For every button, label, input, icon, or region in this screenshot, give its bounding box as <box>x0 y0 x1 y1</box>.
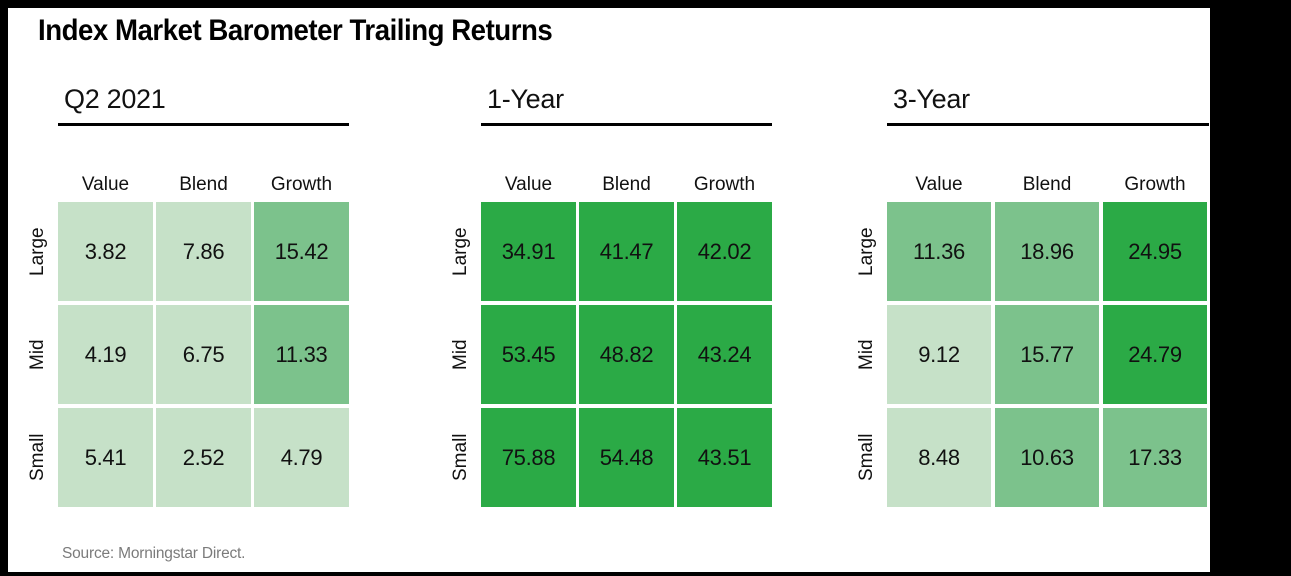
panel-title: 3-Year <box>887 84 1209 126</box>
bottom-border-bar <box>0 572 1291 576</box>
heatmap-cell: 2.52 <box>156 408 251 507</box>
row-label-mid: Mid <box>27 339 48 370</box>
heatmap-grid: 34.91 41.47 42.02 53.45 48.82 43.24 75.88 54.48… <box>481 202 772 507</box>
column-header-value: Value <box>915 174 963 195</box>
heatmap-grid: 3.82 7.86 15.42 4.19 6.75 11.33 5.41 2.52 4.79 <box>58 202 349 507</box>
panel-title: Q2 2021 <box>58 84 349 126</box>
column-header-blend: Blend <box>1022 174 1072 195</box>
page-title: Index Market Barometer Trailing Returns <box>38 14 553 47</box>
row-label-large: Large <box>450 227 471 276</box>
left-border-bar <box>0 0 8 576</box>
panel-1-year: 1-Year Value Blend Growth 34.91 41.47 42.02 53.… <box>450 84 772 507</box>
column-headers: Value Blend Growth <box>887 170 1209 196</box>
panel-title: 1-Year <box>481 84 772 126</box>
panel-3-year: 3-Year Value Blend Growth 11.36 18.96 24.95 9.1… <box>856 84 1209 507</box>
heatmap-cell: 75.88 <box>481 408 576 507</box>
heatmap-cell: 4.19 <box>58 305 153 404</box>
column-header-growth: Growth <box>693 174 756 195</box>
heatmap-cell: 10.63 <box>995 408 1099 507</box>
row-label-large: Large <box>856 227 877 276</box>
row-label-mid: Mid <box>450 339 471 370</box>
heatmap-cell: 17.33 <box>1103 408 1207 507</box>
heatmap-cell: 43.24 <box>677 305 772 404</box>
heatmap-cell: 42.02 <box>677 202 772 301</box>
source-note: Source: Morningstar Direct. <box>62 545 246 562</box>
heatmap-cell: 34.91 <box>481 202 576 301</box>
panel-q2-2021: Q2 2021 Value Blend Growth 3.82 7.86 15.42 4.19… <box>27 84 349 507</box>
heatmap-cell: 4.79 <box>254 408 349 507</box>
heatmap-cell: 11.36 <box>887 202 991 301</box>
row-label-small: Small <box>856 433 877 482</box>
heatmap-cell: 15.42 <box>254 202 349 301</box>
heatmap-cell: 9.12 <box>887 305 991 404</box>
heatmap-cell: 53.45 <box>481 305 576 404</box>
heatmap-cell: 48.82 <box>579 305 674 404</box>
heatmap-cell: 8.48 <box>887 408 991 507</box>
heatmap-cell: 43.51 <box>677 408 772 507</box>
heatmap-grid: 11.36 18.96 24.95 9.12 15.77 24.79 8.48 10.63 17… <box>887 202 1209 507</box>
heatmap-cell: 3.82 <box>58 202 153 301</box>
heatmap-cell: 5.41 <box>58 408 153 507</box>
row-label-large: Large <box>27 227 48 276</box>
heatmap-cell: 24.95 <box>1103 202 1207 301</box>
row-label-small: Small <box>450 433 471 482</box>
heatmap-cell: 24.79 <box>1103 305 1207 404</box>
column-header-growth: Growth <box>1124 174 1186 195</box>
column-header-value: Value <box>81 174 130 195</box>
heatmap-cell: 6.75 <box>156 305 251 404</box>
heatmap-cell: 15.77 <box>995 305 1099 404</box>
heatmap-cell: 18.96 <box>995 202 1099 301</box>
right-black-panel <box>1210 0 1291 576</box>
column-header-blend: Blend <box>602 174 651 195</box>
column-header-growth: Growth <box>270 174 333 195</box>
column-header-blend: Blend <box>179 174 228 195</box>
heatmap-cell: 11.33 <box>254 305 349 404</box>
heatmap-cell: 41.47 <box>579 202 674 301</box>
heatmap-cell: 54.48 <box>579 408 674 507</box>
heatmap-cell: 7.86 <box>156 202 251 301</box>
column-header-value: Value <box>504 174 553 195</box>
top-border-bar <box>0 0 1291 8</box>
row-label-mid: Mid <box>856 339 877 370</box>
column-headers: Value Blend Growth <box>481 170 772 196</box>
row-label-small: Small <box>27 433 48 482</box>
column-headers: Value Blend Growth <box>58 170 349 196</box>
